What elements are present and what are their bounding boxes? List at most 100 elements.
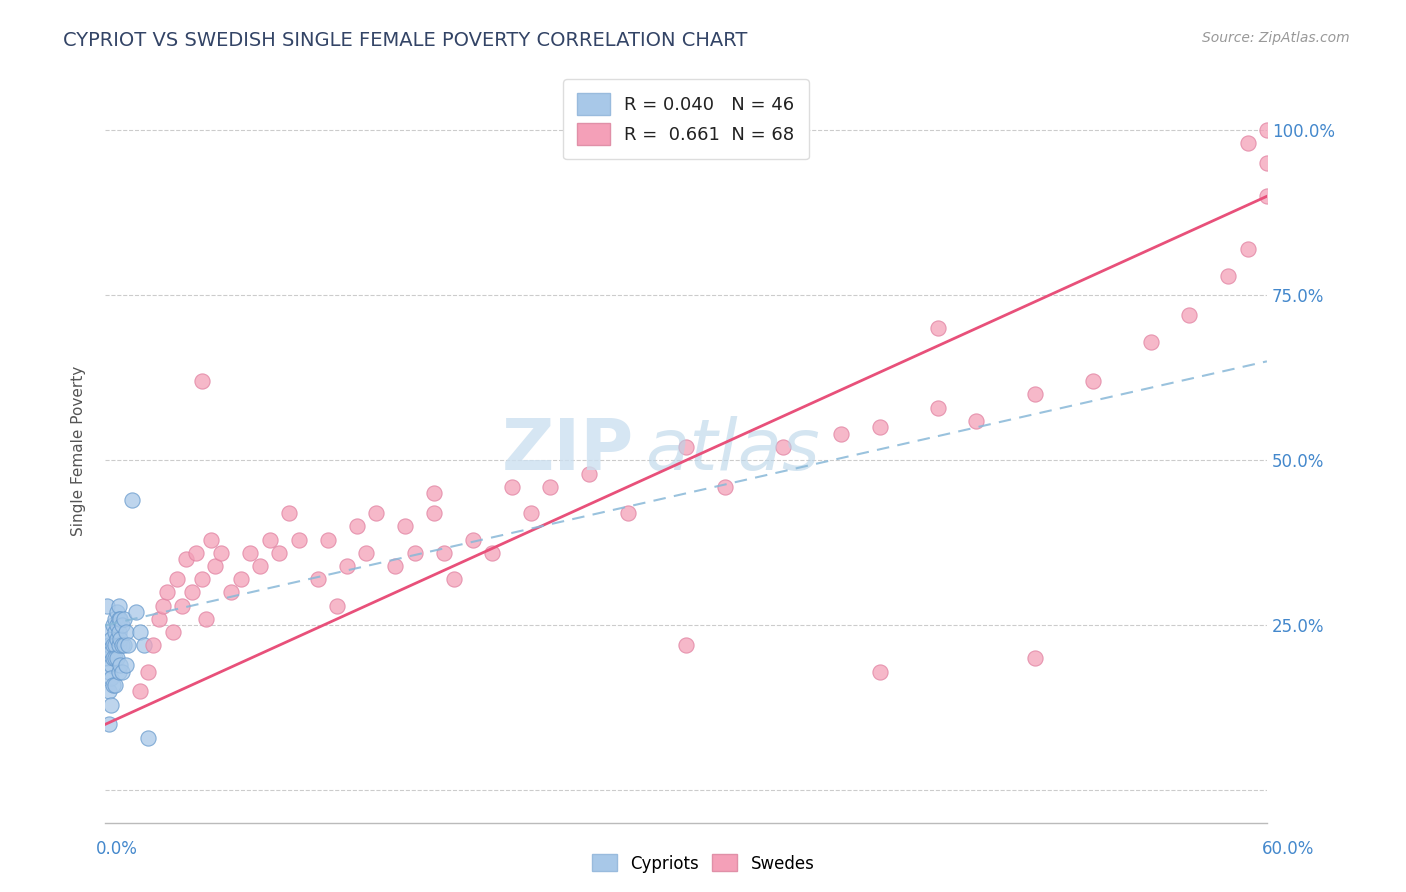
Point — [229, 572, 252, 586]
Point — [1178, 308, 1201, 322]
Point — [423, 506, 446, 520]
Point — [578, 467, 600, 481]
Point — [176, 552, 198, 566]
Point — [191, 374, 214, 388]
Point — [675, 638, 697, 652]
Point — [364, 506, 387, 520]
Point — [107, 599, 129, 613]
Point — [107, 638, 129, 652]
Point — [97, 638, 120, 652]
Point — [278, 506, 301, 520]
Point — [1081, 374, 1104, 388]
Point — [927, 401, 949, 415]
Point — [132, 638, 155, 652]
Point — [105, 618, 128, 632]
Point — [461, 533, 484, 547]
Point — [394, 519, 416, 533]
Point — [501, 480, 523, 494]
Legend: R = 0.040   N = 46, R =  0.661  N = 68: R = 0.040 N = 46, R = 0.661 N = 68 — [562, 79, 808, 159]
Point — [433, 546, 456, 560]
Point — [520, 506, 543, 520]
Point — [136, 731, 159, 745]
Point — [1218, 268, 1240, 283]
Text: Source: ZipAtlas.com: Source: ZipAtlas.com — [1202, 31, 1350, 45]
Point — [249, 559, 271, 574]
Text: ZIP: ZIP — [502, 416, 634, 485]
Point — [115, 625, 138, 640]
Point — [1139, 334, 1161, 349]
Point — [965, 414, 987, 428]
Point — [107, 612, 129, 626]
Point — [538, 480, 561, 494]
Point — [96, 599, 118, 613]
Point — [287, 533, 309, 547]
Point — [100, 632, 122, 646]
Point — [481, 546, 503, 560]
Point — [869, 420, 891, 434]
Point — [97, 665, 120, 679]
Point — [125, 605, 148, 619]
Point — [111, 638, 134, 652]
Point — [194, 612, 217, 626]
Text: 60.0%: 60.0% — [1263, 840, 1315, 858]
Point — [96, 651, 118, 665]
Point — [107, 665, 129, 679]
Point — [142, 638, 165, 652]
Text: atlas: atlas — [645, 416, 820, 485]
Point — [356, 546, 378, 560]
Point — [162, 625, 184, 640]
Point — [1236, 136, 1258, 151]
Text: CYPRIOT VS SWEDISH SINGLE FEMALE POVERTY CORRELATION CHART: CYPRIOT VS SWEDISH SINGLE FEMALE POVERTY… — [63, 31, 748, 50]
Point — [104, 678, 127, 692]
Point — [128, 684, 150, 698]
Point — [1024, 387, 1046, 401]
Point — [172, 599, 194, 613]
Point — [112, 612, 135, 626]
Point — [617, 506, 640, 520]
Point — [111, 665, 134, 679]
Point — [100, 671, 122, 685]
Point — [269, 546, 291, 560]
Point — [443, 572, 465, 586]
Point — [101, 651, 124, 665]
Point — [200, 533, 222, 547]
Point — [110, 612, 132, 626]
Point — [101, 678, 124, 692]
Point — [423, 486, 446, 500]
Point — [326, 599, 349, 613]
Point — [100, 658, 122, 673]
Point — [110, 658, 132, 673]
Point — [100, 698, 122, 712]
Point — [204, 559, 226, 574]
Point — [112, 638, 135, 652]
Point — [97, 684, 120, 698]
Point — [307, 572, 329, 586]
Point — [239, 546, 262, 560]
Point — [111, 618, 134, 632]
Point — [104, 651, 127, 665]
Point — [209, 546, 232, 560]
Text: 0.0%: 0.0% — [96, 840, 138, 858]
Point — [115, 658, 138, 673]
Point — [772, 440, 794, 454]
Point — [336, 559, 359, 574]
Point — [927, 321, 949, 335]
Point — [105, 605, 128, 619]
Point — [181, 585, 204, 599]
Point — [152, 599, 174, 613]
Point — [166, 572, 188, 586]
Point — [869, 665, 891, 679]
Point — [110, 632, 132, 646]
Point — [675, 440, 697, 454]
Point — [346, 519, 368, 533]
Point — [100, 645, 122, 659]
Point — [156, 585, 179, 599]
Point — [117, 638, 139, 652]
Point — [384, 559, 406, 574]
Point — [830, 426, 852, 441]
Point — [136, 665, 159, 679]
Point — [104, 638, 127, 652]
Point — [1256, 156, 1278, 170]
Point — [104, 612, 127, 626]
Point — [121, 493, 143, 508]
